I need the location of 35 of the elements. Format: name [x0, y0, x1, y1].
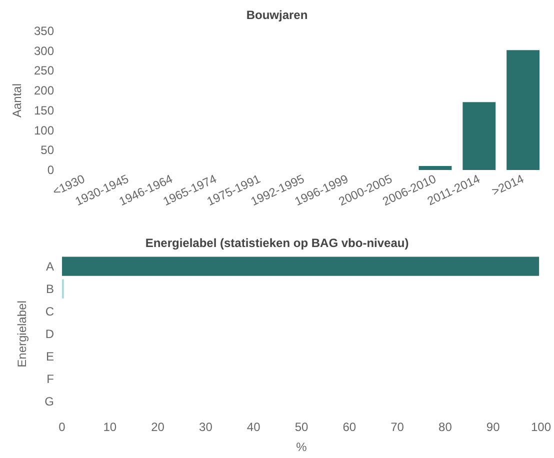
y-axis-title: Aantal	[10, 83, 24, 118]
y-tick-label: 100	[34, 123, 54, 138]
bar	[462, 102, 496, 170]
x-tick-label: 0	[58, 420, 66, 434]
y-tick-label: A	[46, 259, 54, 274]
x-tick-label: 60	[342, 420, 356, 434]
y-tick-label: 0	[47, 163, 54, 177]
x-tick-label: 100	[530, 420, 552, 434]
y-tick-label: 350	[34, 24, 54, 38]
y-tick-label: 200	[34, 84, 54, 98]
y-tick-label: F	[46, 372, 54, 386]
y-tick-label: 300	[34, 44, 54, 58]
y-tick-label: 150	[34, 103, 54, 118]
x-tick-label: 50	[294, 420, 308, 434]
x-tick-label: 90	[486, 420, 500, 434]
x-tick-label: 40	[246, 420, 261, 434]
bar	[506, 50, 540, 170]
y-tick-label: 50	[40, 143, 54, 158]
x-tick-label: 20	[151, 420, 165, 434]
x-axis-title: %	[296, 440, 308, 454]
x-tick-label: 70	[390, 420, 404, 434]
x-tick-label: 30	[199, 420, 213, 434]
x-tick-label: 10	[103, 420, 117, 434]
y-tick-label: D	[45, 327, 54, 341]
y-tick-label: 250	[34, 64, 54, 78]
x-tick-label: 80	[438, 420, 452, 434]
y-axis-title: Energielabel	[15, 300, 29, 368]
y-tick-label: B	[46, 282, 54, 296]
bar	[418, 166, 452, 170]
y-tick-label: E	[46, 350, 54, 364]
y-tick-label: C	[45, 304, 54, 318]
y-tick-label: G	[44, 394, 54, 409]
chart-title: Bouwjaren	[246, 8, 308, 22]
chart-title: Energielabel (statistieken op BAG vbo-niveau)	[145, 236, 409, 250]
x-tick-label: >2014	[490, 172, 526, 199]
